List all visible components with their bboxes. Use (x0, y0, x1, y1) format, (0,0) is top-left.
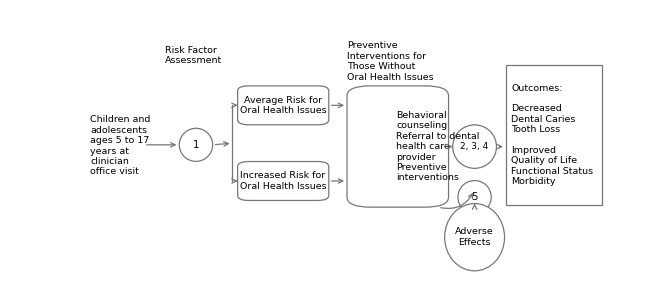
Text: Behavioral
counseling
Referral to dental
health care
provider
Preventive
interve: Behavioral counseling Referral to dental… (396, 111, 480, 182)
Ellipse shape (453, 125, 497, 168)
Text: Preventive
Interventions for
Those Without
Oral Health Issues: Preventive Interventions for Those Witho… (347, 41, 433, 81)
Text: Increased Risk for
Oral Health Issues: Increased Risk for Oral Health Issues (240, 171, 327, 191)
Text: Adverse
Effects: Adverse Effects (455, 227, 494, 247)
Text: Risk Factor
Assessment: Risk Factor Assessment (165, 46, 222, 65)
Text: 2, 3, 4: 2, 3, 4 (460, 142, 489, 151)
Text: 5: 5 (471, 192, 478, 202)
Text: Children and
adolescents
ages 5 to 17
years at
clinician
office visit: Children and adolescents ages 5 to 17 ye… (90, 115, 151, 177)
Text: 1: 1 (193, 140, 199, 150)
Bar (506, 65, 602, 205)
Text: Average Risk for
Oral Health Issues: Average Risk for Oral Health Issues (240, 96, 327, 115)
Ellipse shape (445, 203, 505, 271)
Ellipse shape (458, 181, 491, 214)
FancyBboxPatch shape (238, 86, 329, 125)
Ellipse shape (179, 128, 212, 161)
FancyBboxPatch shape (238, 162, 329, 201)
Text: Outcomes:

Decreased
Dental Caries
Tooth Loss

Improved
Quality of Life
Function: Outcomes: Decreased Dental Caries Tooth … (511, 84, 593, 186)
FancyBboxPatch shape (347, 86, 449, 207)
